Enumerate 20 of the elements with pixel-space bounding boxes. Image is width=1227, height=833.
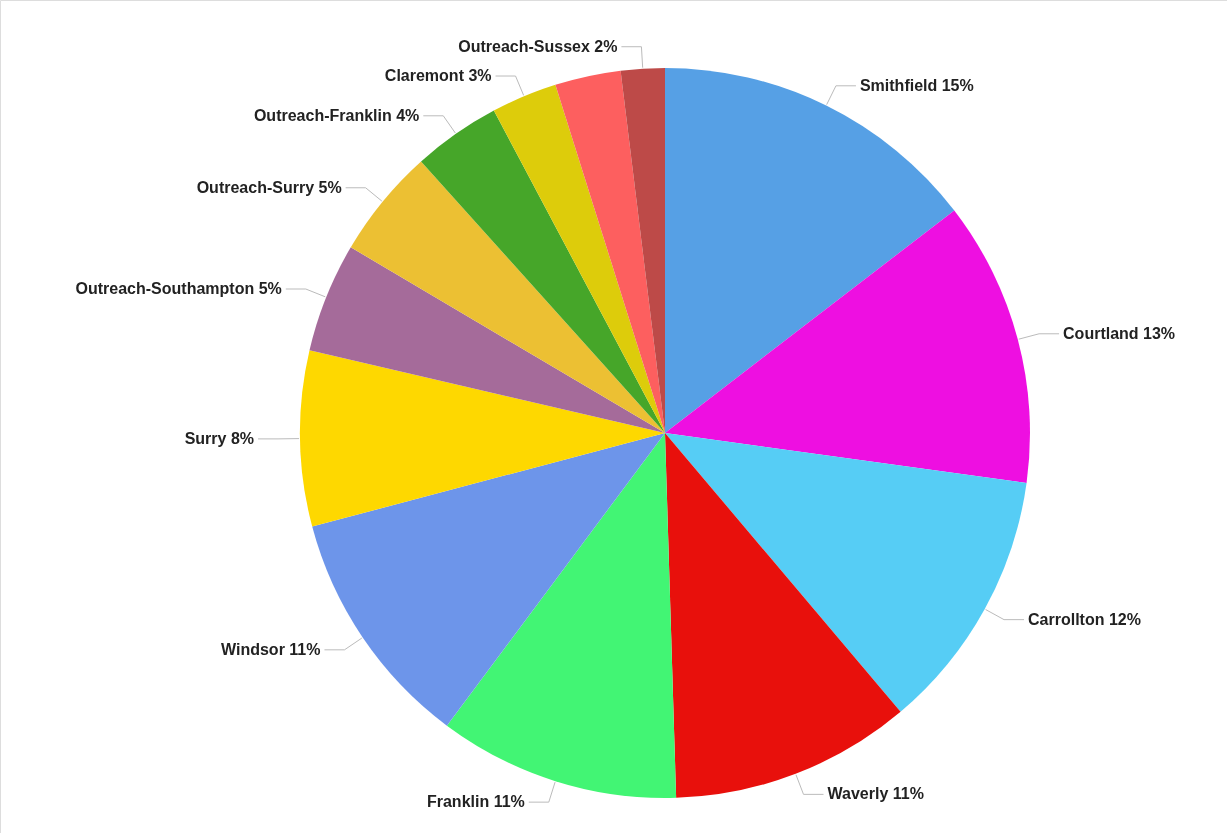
- slice-label: Outreach-Sussex 2%: [458, 37, 618, 55]
- slice-label: Surry 8%: [184, 429, 255, 447]
- pie-slice: [665, 210, 1030, 483]
- slice-label: Outreach-Southampton 5%: [75, 280, 282, 297]
- slice-label: Outreach-Franklin 4%: [253, 106, 420, 124]
- slice-label: Smithfield 15%: [859, 76, 974, 94]
- slice-label: Waverly 11%: [827, 785, 924, 803]
- slice-label: Carrollton 12%: [1028, 610, 1141, 628]
- pie-slice: [555, 70, 665, 433]
- slice-label: Windsor 11%: [221, 640, 321, 658]
- slice-label: Outreach-Surry 5%: [196, 178, 342, 196]
- slice-label: Courtland 13%: [1063, 324, 1176, 342]
- slice-label: Claremont 3%: [384, 67, 492, 85]
- slice-label: Franklin 11%: [426, 793, 525, 811]
- pie-slice: [665, 433, 1027, 712]
- pie-slice: [300, 350, 665, 527]
- pie-slice: [309, 247, 665, 433]
- pie-slice: [350, 161, 665, 433]
- pie-slice: [493, 84, 665, 433]
- pie-slice: [421, 110, 665, 433]
